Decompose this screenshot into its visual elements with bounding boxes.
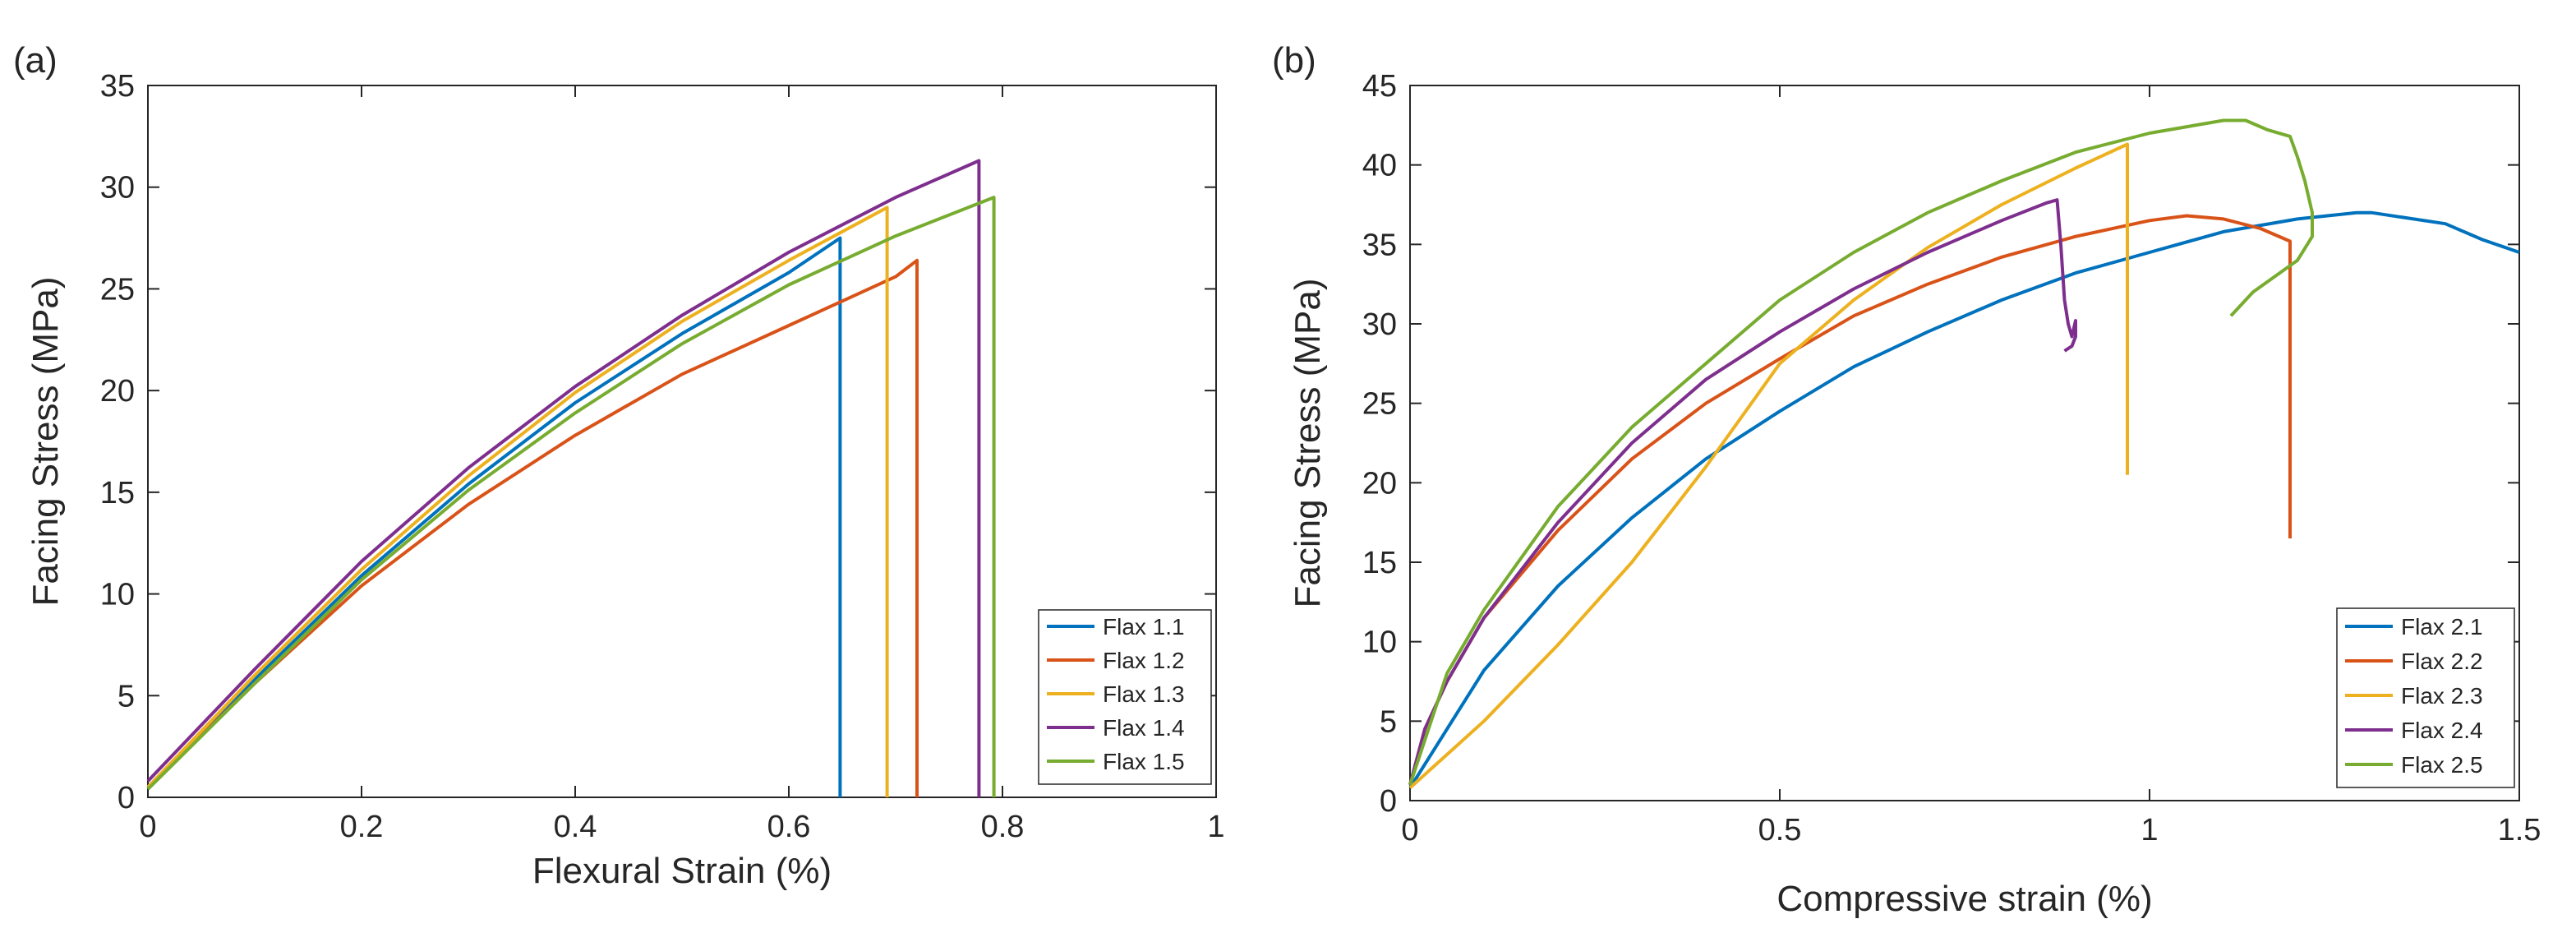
a-series-line-1 [146,236,842,797]
b-series-line-5 [1408,118,2314,786]
a-y-axis-title: Facing Stress (MPa) [25,277,66,607]
a-y-tick-label: 5 [118,679,135,713]
b-x-axis-title: Compressive strain (%) [1776,879,2152,919]
b-legend-label: Flax 2.1 [2401,614,2483,640]
a-series-line-3 [146,205,889,797]
a-legend-box [1038,609,1212,785]
b-x-tick-label: 0.5 [1758,813,1802,847]
a-legend-label: Flax 1.4 [1103,715,1185,741]
b-legend-label: Flax 2.4 [2401,718,2483,743]
a-x-tick-label: 0.2 [340,810,384,844]
a-x-tick-label: 0.6 [767,810,811,844]
panel-label-b: (b) [1272,40,1316,81]
a-y-tick-label: 25 [100,272,135,307]
a-y-tick-label: 20 [100,374,135,409]
a-x-axis-title: Flexural Strain (%) [532,851,832,891]
a-legend: Flax 1.1 Flax 1.2 Flax 1.3 Flax 1.4 Flax 1.5 [1038,609,1212,785]
b-y-axis-title: Facing Stress (MPa) [1288,279,1328,608]
a-x-tick-label: 1 [1207,810,1224,844]
plot-area-b [1409,85,2520,801]
a-y-tick-label: 0 [118,781,135,815]
a-series-line-4 [146,159,981,797]
a-legend-label: Flax 1.5 [1103,749,1185,774]
a-y-tick-label: 35 [100,69,135,104]
a-x-tick-label: 0.4 [554,810,597,844]
a-y-tick-label: 10 [100,578,135,612]
b-y-tick-label: 5 [1380,704,1397,739]
b-y-tick-label: 45 [1362,69,1397,104]
b-legend: Flax 2.1 Flax 2.2 Flax 2.3 Flax 2.4 Flax 2.5 [2336,607,2515,788]
b-y-tick-label: 15 [1362,546,1397,580]
b-x-tick-label: 1.5 [2498,813,2541,847]
b-y-tick-label: 30 [1362,307,1397,342]
a-y-tick-label: 30 [100,171,135,205]
a-series-line-2 [146,258,919,797]
b-x-tick-label: 0 [1401,813,1418,847]
b-y-tick-label: 35 [1362,228,1397,262]
a-legend-label: Flax 1.2 [1103,648,1185,673]
a-y-tick-label: 15 [100,476,135,510]
b-y-tick-label: 25 [1362,387,1397,422]
b-x-tick-label: 1 [2141,813,2158,847]
panel-label-a: (a) [13,40,58,81]
a-legend-label: Flax 1.3 [1103,681,1185,707]
b-legend-label: Flax 2.2 [2401,649,2483,674]
b-legend-box [2336,607,2515,788]
b-series-line-4 [1408,198,2077,786]
a-legend-label: Flax 1.1 [1103,614,1185,640]
panel-b-compressive-chart: (b) 0 0.5 1 1.5 0 5 10 15 20 25 30 35 40 45 Compressi… [1272,40,2541,919]
a-x-tick-label: 0.8 [981,810,1025,844]
b-y-tick-label: 20 [1362,466,1397,501]
b-legend-label: Flax 2.3 [2401,683,2483,709]
b-series-line-3 [1408,142,2129,789]
b-y-tick-label: 10 [1362,626,1397,660]
b-ticks: 0 0.5 1 1.5 0 5 10 15 20 25 30 35 40 45 [1362,69,2541,847]
a-series-lines [146,159,996,797]
b-y-tick-label: 0 [1380,784,1397,819]
b-series-line-1 [1408,210,2520,789]
b-y-tick-label: 40 [1362,149,1397,183]
a-x-tick-label: 0 [139,810,156,844]
b-series-lines [1408,118,2520,789]
a-series-line-5 [146,196,996,797]
b-legend-label: Flax 2.5 [2401,752,2483,778]
